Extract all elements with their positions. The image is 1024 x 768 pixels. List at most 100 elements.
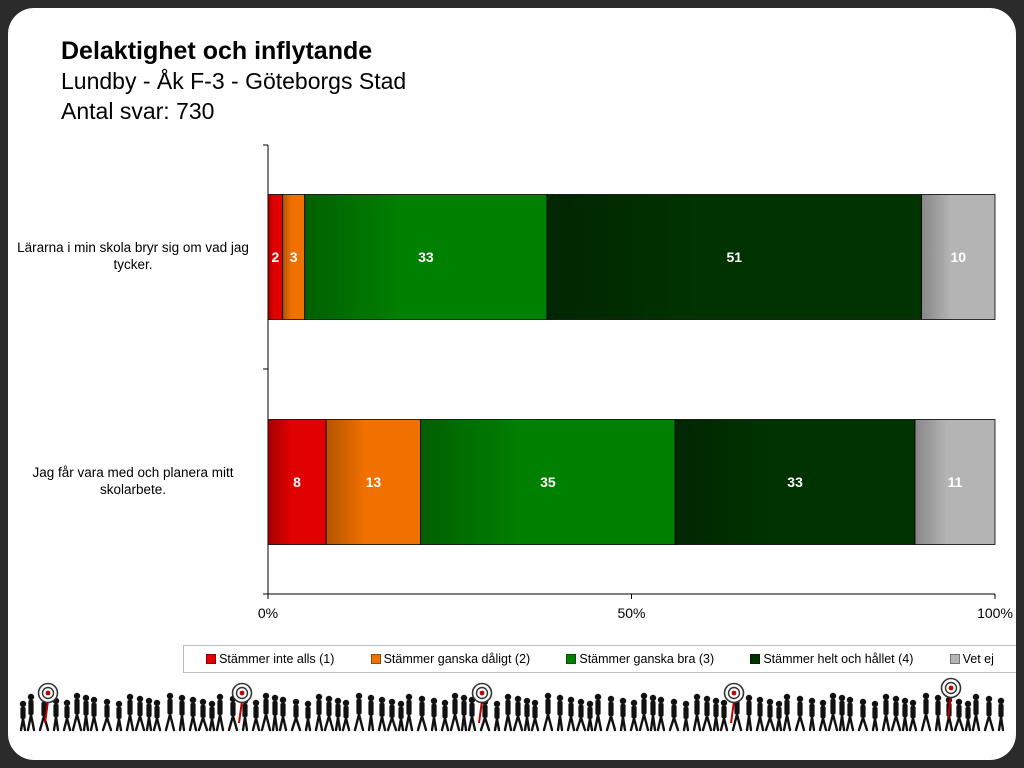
legend-label: Stämmer helt och hållet (4) [763,652,914,666]
person-silhouette-icon [271,694,279,732]
person-silhouette-icon [901,697,909,732]
legend-item: Stämmer helt och hållet (4) [750,652,913,666]
person-silhouette-icon [377,696,387,732]
person-silhouette-icon [701,695,713,732]
target-marker-icon [471,682,493,724]
response-count: Antal svar: 730 [61,98,215,124]
person-silhouette-icon [871,700,879,732]
person-silhouette-icon [542,692,554,732]
legend-item: Stämmer ganska bra (3) [566,652,714,666]
target-marker-icon [940,677,962,719]
person-silhouette-icon [523,697,531,732]
person-silhouette-icon [808,697,816,732]
data-label: 33 [418,249,434,265]
person-silhouette-icon [52,697,60,732]
legend-item: Stämmer inte alls (1) [206,652,334,666]
person-silhouette-icon [890,695,902,732]
person-silhouette-icon [89,696,99,732]
legend-swatch-icon [750,654,761,664]
data-label: 35 [540,474,556,490]
person-silhouette-icon [682,700,690,732]
person-silhouette-icon [197,698,209,732]
chart-title: Delaktighet och inflytande [61,37,373,65]
person-silhouette-icon [629,699,639,732]
data-label: 10 [950,249,966,265]
person-silhouette-icon [920,692,932,732]
person-silhouette-icon [881,693,891,732]
person-silhouette-icon [827,692,839,732]
data-label: 51 [727,249,743,265]
person-silhouette-icon [278,696,288,732]
walking-people-decoration [19,677,1005,732]
person-silhouette-icon [838,694,846,732]
person-silhouette-icon [983,695,995,732]
person-silhouette-icon [605,695,617,732]
person-silhouette-icon [775,700,783,732]
person-silhouette-icon [503,693,513,732]
person-silhouette-icon [334,697,342,732]
person-silhouette-icon [304,700,312,732]
category-label: Lärarna i min skola bryr sig om vad jag … [17,240,249,272]
person-silhouette-icon [178,694,186,732]
person-silhouette-icon [314,693,324,732]
person-silhouette-icon [845,696,855,732]
person-silhouette-icon [556,694,564,732]
person-silhouette-icon [251,699,261,732]
person-silhouette-icon [19,700,27,732]
person-silhouette-icon [290,698,302,732]
legend-swatch-icon [206,654,217,664]
person-silhouette-icon [997,697,1005,732]
target-marker-icon [723,682,745,724]
person-silhouette-icon [323,695,335,732]
person-silhouette-icon [397,700,405,732]
person-silhouette-icon [619,697,627,732]
target-marker-icon [37,682,59,724]
person-silhouette-icon [857,698,869,732]
person-silhouette-icon [934,694,942,732]
person-silhouette-icon [953,698,965,732]
title-block: Delaktighet och inflytande Lundby - Åk F… [61,36,406,126]
person-silhouette-icon [152,699,162,732]
legend-label: Vet ej [962,652,994,666]
person-silhouette-icon [440,699,450,732]
legend: Stämmer inte alls (1) Stämmer ganska dål… [183,645,1016,673]
bar-shading [675,419,916,545]
person-silhouette-icon [649,694,657,732]
person-silhouette-icon [386,698,398,732]
person-silhouette-icon [341,699,351,732]
person-silhouette-icon [82,694,90,732]
person-silhouette-icon [101,698,113,732]
legend-swatch-icon [949,654,960,664]
person-silhouette-icon [712,697,720,732]
person-silhouette-icon [764,698,776,732]
person-silhouette-icon [449,692,461,732]
person-silhouette-icon [794,695,806,732]
bar-shading [921,194,995,320]
person-silhouette-icon [586,700,594,732]
person-silhouette-icon [964,700,972,732]
person-silhouette-icon [818,699,828,732]
person-silhouette-icon [755,696,765,732]
person-silhouette-icon [566,696,576,732]
person-silhouette-icon [145,697,153,732]
bar-shading [326,419,421,545]
person-silhouette-icon [430,697,438,732]
bar-shading [420,419,676,545]
data-label: 3 [290,249,298,265]
bar-shading [268,194,283,320]
legend-swatch-icon [566,654,577,664]
stacked-bar-chart: 0% 50% 100%2 3 33 51 108 13 35 33 11 [258,144,1013,621]
person-silhouette-icon [62,699,72,732]
person-silhouette-icon [668,698,680,732]
person-silhouette-icon [208,700,216,732]
person-silhouette-icon [26,693,36,732]
person-silhouette-icon [404,693,414,732]
data-label: 8 [293,474,301,490]
person-silhouette-icon [467,696,477,732]
person-silhouette-icon [115,700,123,732]
person-silhouette-icon [782,693,792,732]
bar-shading [304,194,548,320]
bar-shading [282,194,305,320]
person-silhouette-icon [575,698,587,732]
data-label: 2 [271,249,279,265]
